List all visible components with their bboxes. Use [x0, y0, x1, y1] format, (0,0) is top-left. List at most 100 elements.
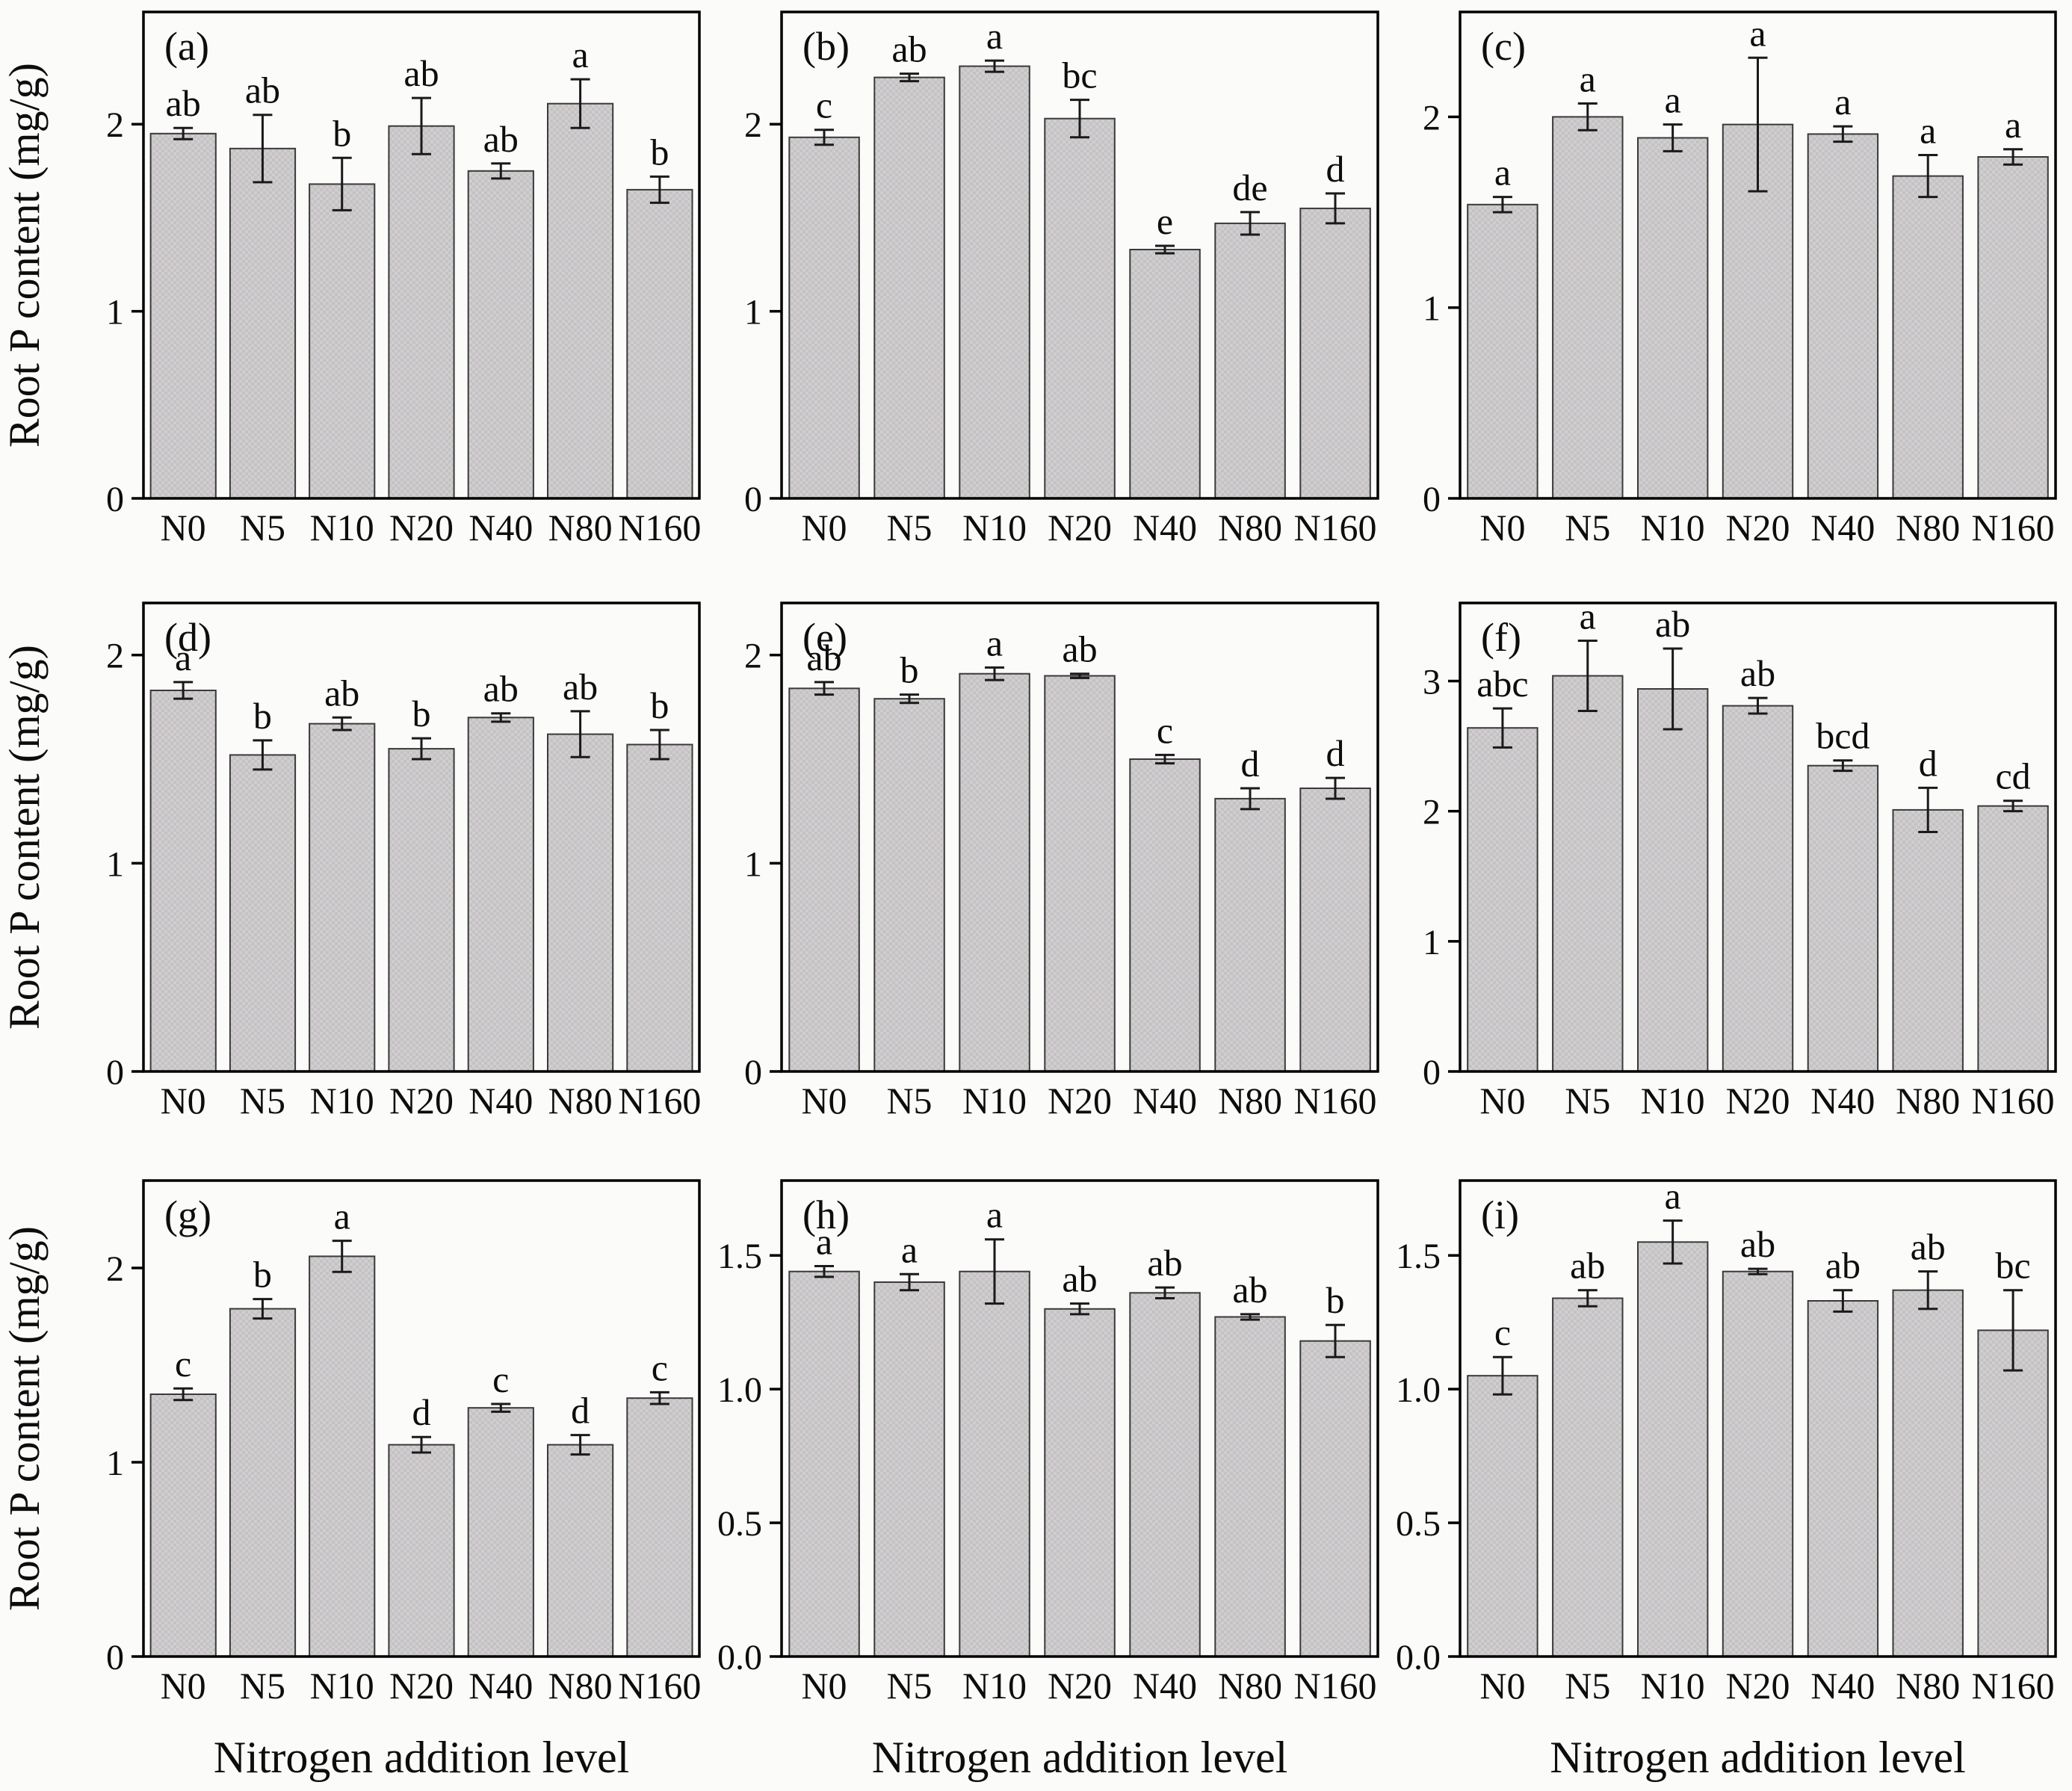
y-tick-label: 0 — [106, 1053, 124, 1092]
plot-box — [1459, 601, 2057, 1073]
bar-N20 — [1722, 705, 1794, 1072]
error-bar-N80 — [570, 1434, 590, 1456]
chart-b: c N0 ab N5 a N10 bc N20 e N40 de N80 d N160 0 1 2 (b) — [744, 10, 1379, 548]
error-bar-N10 — [332, 156, 352, 211]
error-bar-N20 — [1070, 672, 1089, 679]
sig-letter-N40: ab — [1825, 1245, 1861, 1287]
y-tick-label: 2 — [106, 105, 124, 145]
sig-letter-N20: ab — [1740, 652, 1775, 694]
x-axis-title: Nitrogen addition level — [214, 1733, 630, 1782]
error-bar-N160 — [2003, 148, 2023, 166]
x-category-label: N20 — [389, 1665, 454, 1707]
panel-cell-d: a N0 b N5 ab N10 b N20 ab N40 ab N80 b N160 0 1 2 (d) Root… — [0, 572, 716, 1143]
x-category-label: N10 — [962, 1080, 1027, 1122]
x-category-label: N10 — [1641, 507, 1705, 548]
error-bar-N40 — [491, 162, 511, 180]
sig-letter-N10: a — [986, 15, 1003, 57]
error-bar-N20 — [1748, 696, 1768, 715]
error-bar-N5 — [253, 739, 273, 771]
error-bar-N80 — [1918, 153, 1938, 199]
sig-letter-N0: ab — [166, 82, 201, 124]
bar-N80 — [1214, 1316, 1286, 1657]
error-bar-N80 — [1240, 211, 1260, 236]
panel-label: (d) — [164, 615, 211, 660]
bar-N10 — [959, 1270, 1030, 1657]
x-category-label: N0 — [1479, 1665, 1525, 1707]
error-bar-N10 — [985, 666, 1004, 681]
error-bar-N5 — [1577, 1289, 1598, 1308]
bar-N0 — [149, 690, 217, 1072]
panel-cell-i: c N0 ab N5 a N10 ab N20 ab N40 ab N80 bc N160 0.0 0.5 1.… — [1394, 1143, 2072, 1787]
y-tick-label: 1 — [106, 1444, 124, 1483]
x-category-label: N40 — [1133, 507, 1197, 548]
x-category-label: N20 — [1725, 1665, 1790, 1707]
sig-letter-N0: c — [175, 1343, 191, 1385]
bar-N160 — [626, 188, 693, 499]
chart-g: c N0 b N5 a N10 d N20 c N40 d N80 c N160 0 1 2 (g) Root P … — [0, 1179, 701, 1782]
sig-letter-N160: d — [1326, 148, 1345, 190]
x-category-label: N5 — [1565, 1665, 1610, 1707]
error-bar-N20 — [1748, 56, 1768, 193]
error-bar-N5 — [900, 693, 919, 705]
error-bar-N10 — [985, 1238, 1004, 1305]
sig-letter-N20: ab — [1062, 1258, 1097, 1300]
bar-N40 — [1129, 249, 1201, 499]
bar-N0 — [149, 1393, 217, 1657]
error-bar-N20 — [1070, 99, 1089, 139]
panel-label: (b) — [802, 24, 850, 69]
error-bar-N20 — [412, 1435, 431, 1454]
error-bar-N80 — [1918, 1270, 1938, 1311]
sig-letter-N0: a — [175, 637, 191, 678]
bar-N5 — [873, 1281, 945, 1657]
bar-N80 — [1892, 808, 1964, 1072]
sig-letter-N80: ab — [1911, 1226, 1946, 1268]
y-tick-label: 0.5 — [717, 1504, 762, 1544]
bar-N10 — [959, 65, 1030, 500]
panel-cell-f: abc N0 a N5 ab N10 ab N20 bcd N40 d N80 cd N160 0 1 2 3 (f… — [1394, 572, 2072, 1143]
error-bar-N0 — [173, 681, 194, 700]
x-category-label: N5 — [240, 1080, 285, 1122]
y-tick-label: 1 — [744, 844, 762, 884]
bar-N10 — [309, 1255, 376, 1657]
panel-cell-c: a N0 a N5 a N10 a N20 a N40 a N80 a N160 0 1 2 (c) — [1394, 0, 2072, 572]
x-category-label: N40 — [468, 507, 533, 548]
error-bar-N80 — [570, 710, 590, 758]
sig-letter-N80: ab — [1232, 1269, 1267, 1311]
sig-letter-N5: b — [900, 649, 919, 691]
error-bar-N0 — [173, 1387, 194, 1402]
x-category-label: N80 — [1896, 1665, 1960, 1707]
sig-letter-N5: a — [1580, 596, 1596, 637]
bar-N160 — [1977, 156, 2049, 499]
chart-d: a N0 b N5 ab N10 b N20 ab N40 ab N80 b N160 0 1 2 (d) Root… — [0, 601, 701, 1122]
error-bar-N40 — [1155, 753, 1175, 765]
y-tick-label: 0 — [744, 480, 762, 519]
sig-letter-N80: a — [1920, 110, 1936, 152]
x-category-label: N10 — [310, 1080, 374, 1122]
sig-letter-N0: a — [1494, 152, 1511, 194]
panel-label: (h) — [802, 1193, 850, 1237]
x-category-label: N10 — [962, 507, 1027, 548]
error-bar-N5 — [1577, 640, 1598, 713]
x-category-label: N160 — [618, 1665, 701, 1707]
bar-N0 — [149, 132, 217, 500]
x-category-label: N160 — [1293, 1665, 1376, 1707]
x-axis-title: Nitrogen addition level — [872, 1733, 1288, 1782]
sig-letter-N80: d — [571, 1390, 590, 1432]
x-category-label: N0 — [161, 1080, 206, 1122]
x-category-label: N10 — [1641, 1665, 1705, 1707]
sig-letter-N0: c — [816, 84, 832, 126]
bar-N10 — [309, 723, 376, 1072]
x-category-label: N160 — [618, 1080, 701, 1122]
sig-letter-N160: b — [1326, 1279, 1345, 1321]
sig-letter-N5: ab — [891, 28, 927, 70]
y-tick-label: 1 — [1423, 289, 1441, 329]
chart-i: c N0 ab N5 a N10 ab N20 ab N40 ab N80 bc N160 0.0 0.5 1.… — [1396, 1175, 2057, 1782]
sig-letter-N5: b — [253, 1254, 272, 1296]
x-category-label: N5 — [886, 1080, 932, 1122]
y-tick-label: 0.0 — [717, 1638, 762, 1677]
y-tick-label: 1.5 — [717, 1237, 762, 1276]
y-tick-label: 0 — [1423, 480, 1441, 519]
sig-letter-N0: a — [816, 1221, 832, 1263]
sig-letter-N160: cd — [1995, 755, 2030, 797]
